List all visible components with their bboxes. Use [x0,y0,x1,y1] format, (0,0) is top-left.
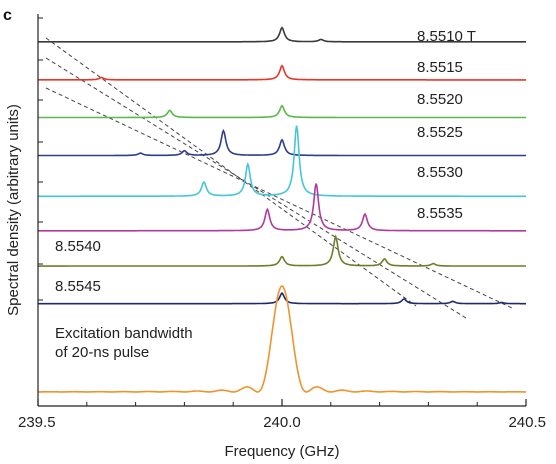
series-label-8: 8.5545 [55,278,101,295]
series-line-9 [38,285,526,393]
series-line-2 [38,64,526,81]
series-label-2: 8.5515 [417,59,463,76]
series-line-7 [38,234,526,267]
series-line-6 [38,183,526,232]
series-label-7: 8.5540 [55,238,101,255]
x-tick-label-2: 240.0 [263,414,301,431]
series-line-3 [38,104,526,119]
series-line-1 [38,26,526,43]
dashed-guide-line-2 [45,57,467,319]
excitation-annotation-line-1: Excitation bandwidth [55,325,193,342]
dashed-guide-line-1 [45,37,417,307]
dashed-guide-line-3 [45,87,513,309]
x-tick-label-1: 239.5 [18,414,56,431]
y-axis-title: Spectral density (arbitrary units) [5,104,22,316]
series-label-6: 8.5535 [417,205,463,222]
dashed-guide-lines [45,37,513,319]
spectral-traces [38,26,526,393]
series-label-4: 8.5525 [417,124,463,141]
series-label-3: 8.5520 [417,91,463,108]
series-label-5: 8.5530 [417,164,463,181]
series-label-1: 8.5510 T [417,28,476,45]
excitation-annotation-line-2: of 20-ns pulse [55,344,149,361]
x-axis-title: Frequency (GHz) [224,443,339,460]
series-labels: 8.5510 T 8.5515 8.5520 8.5525 8.5530 8.5535 8.… [55,28,476,295]
axis-ticks: 239.5 240.0 240.5 [18,17,546,431]
series-line-4 [38,128,526,157]
panel-label: c [3,7,12,24]
x-tick-label-3: 240.5 [508,414,546,431]
series-line-5 [38,125,526,198]
series-line-8 [38,291,526,305]
